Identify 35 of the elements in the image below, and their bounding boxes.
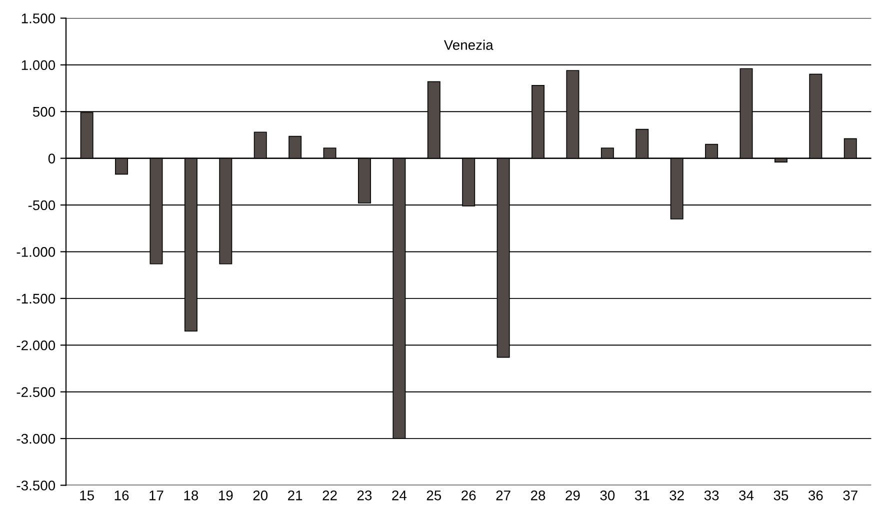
x-tick-label: 24 bbox=[392, 490, 407, 500]
y-tick-label: -3.000 bbox=[16, 434, 56, 444]
x-tick-label: 36 bbox=[808, 490, 823, 500]
text: Venezia bbox=[444, 40, 494, 50]
y-tick-label: 1.500 bbox=[22, 14, 56, 24]
x-tick-label: 15 bbox=[80, 490, 94, 500]
x-tick-label: 22 bbox=[322, 490, 337, 500]
x-tick-label: 17 bbox=[150, 490, 164, 500]
x-tick-label: 28 bbox=[530, 490, 546, 500]
y-tick-label: 1.000 bbox=[22, 60, 56, 70]
x-tick-label: 32 bbox=[670, 490, 684, 500]
x-tick-label: 30 bbox=[600, 490, 615, 500]
x-tick-label: 31 bbox=[634, 490, 650, 500]
x-tick-label: 34 bbox=[739, 490, 754, 500]
x-tick-label: 19 bbox=[218, 490, 233, 500]
x-tick-label: 20 bbox=[253, 490, 268, 500]
y-tick-label: -2.000 bbox=[16, 340, 56, 350]
x-tick-label: 33 bbox=[704, 490, 719, 500]
x-tick-label: 25 bbox=[426, 490, 442, 500]
x-tick-label: 29 bbox=[566, 490, 580, 500]
x-tick-label: 37 bbox=[843, 490, 858, 500]
x-tick-label: 16 bbox=[114, 490, 129, 500]
x-tick-label: 21 bbox=[288, 490, 302, 500]
y-tick-label: 0 bbox=[48, 154, 56, 164]
x-tick-label: 27 bbox=[496, 490, 510, 500]
y-tick-label: -2.500 bbox=[16, 387, 56, 398]
y-tick-label: -500 bbox=[28, 200, 56, 210]
x-tick-label: 35 bbox=[774, 490, 788, 500]
y-tick-label: 500 bbox=[32, 106, 56, 117]
y-tick-label: -1.000 bbox=[16, 247, 56, 257]
x-tick-label: 26 bbox=[462, 490, 476, 500]
y-tick-label: -1.500 bbox=[16, 294, 56, 304]
x-tick-label: 23 bbox=[357, 490, 372, 500]
y-tick-label: -3.500 bbox=[16, 480, 56, 490]
x-tick-label: 18 bbox=[184, 490, 198, 500]
